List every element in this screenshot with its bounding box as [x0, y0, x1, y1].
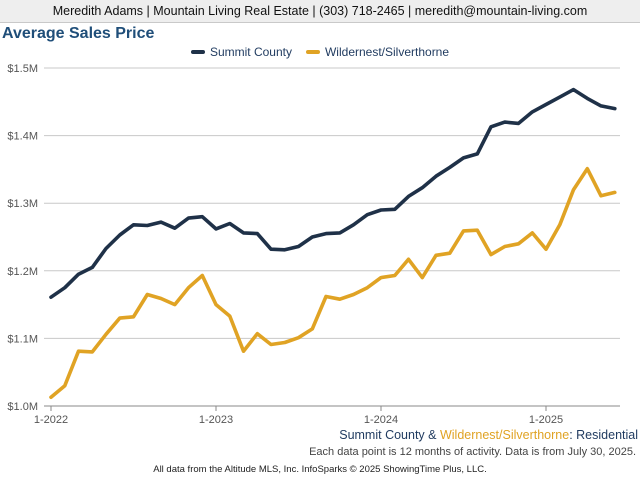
- legend-item-wildernest: Wildernest/Silverthorne: [305, 45, 450, 59]
- x-tick-label: 1-2024: [364, 414, 398, 426]
- subtitle-separator: :: [569, 428, 577, 442]
- y-tick-label: $1.0M: [7, 401, 38, 413]
- series-line-summit-county: [49, 87, 617, 300]
- subtitle-summit: Summit County: [339, 428, 425, 442]
- x-tick-label: 1-2025: [529, 414, 563, 426]
- legend-label-summit: Summit County: [209, 45, 292, 59]
- chart-legend: Summit County Wildernest/Silverthorne: [0, 45, 640, 59]
- footer-credit: All data from the Altitude MLS, Inc. Inf…: [153, 464, 487, 475]
- legend-swatch-summit: [190, 50, 205, 54]
- contact-banner: Meredith Adams | Mountain Living Real Es…: [0, 0, 640, 23]
- y-tick-label: $1.2M: [7, 266, 38, 278]
- series-line-wildernest-silverthorne: [49, 166, 617, 400]
- data-note: Each data point is 12 months of activity…: [309, 446, 636, 458]
- legend-swatch-wildernest: [305, 50, 320, 54]
- subtitle-residential: Residential: [576, 428, 638, 442]
- chart-subtitle: Summit County & Wildernest/Silverthorne:…: [339, 428, 638, 442]
- x-tick-label: 1-2023: [199, 414, 233, 426]
- subtitle-ampersand: &: [424, 428, 440, 442]
- x-tick-label: 1-2022: [34, 414, 68, 426]
- legend-label-wildernest: Wildernest/Silverthorne: [324, 45, 450, 59]
- y-tick-label: $1.4M: [7, 131, 38, 143]
- y-tick-label: $1.1M: [7, 333, 38, 345]
- chart-title: Average Sales Price: [2, 25, 155, 42]
- y-tick-label: $1.5M: [7, 63, 38, 75]
- y-tick-label: $1.3M: [7, 198, 38, 210]
- legend-item-summit: Summit County: [190, 45, 292, 59]
- subtitle-wildernest: Wildernest/Silverthorne: [439, 428, 570, 442]
